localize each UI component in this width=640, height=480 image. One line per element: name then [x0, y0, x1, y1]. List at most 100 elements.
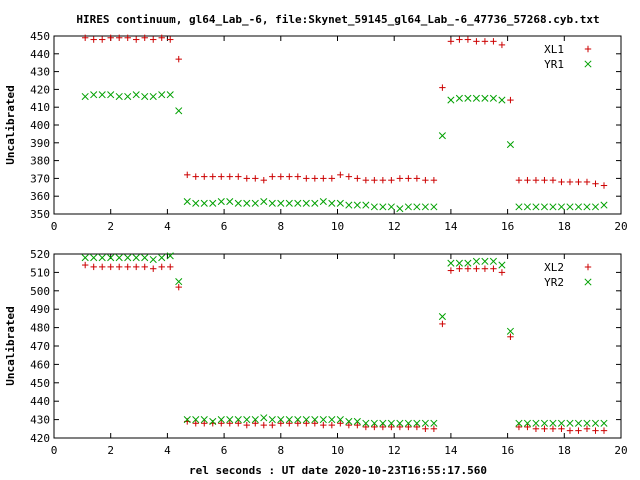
y-tick-label: 430 — [30, 66, 50, 79]
data-point — [506, 141, 514, 149]
y-tick-label: 500 — [30, 285, 50, 298]
legend-marker — [584, 263, 592, 271]
data-point — [90, 91, 98, 99]
data-point — [490, 38, 497, 45]
data-point — [294, 173, 302, 180]
point-stroke — [183, 197, 191, 206]
data-point — [124, 92, 132, 101]
point-stroke — [217, 197, 225, 206]
point-stroke — [549, 203, 557, 211]
data-point — [481, 265, 489, 272]
x-tick-label: 2 — [107, 444, 114, 457]
data-point — [388, 423, 395, 431]
data-point — [149, 255, 157, 264]
data-point — [540, 419, 549, 427]
x-tick-label: 0 — [51, 444, 58, 457]
point-stroke — [90, 91, 98, 99]
data-point — [158, 254, 166, 262]
data-point — [523, 419, 531, 427]
point-stroke — [387, 203, 395, 211]
y-tick-label: 370 — [30, 172, 50, 185]
data-point — [311, 416, 319, 424]
data-point — [549, 203, 557, 211]
data-point — [277, 173, 284, 180]
y-tick-label: 520 — [30, 248, 50, 261]
data-point — [311, 175, 319, 182]
data-point — [362, 419, 370, 427]
point-stroke — [489, 94, 497, 102]
point-stroke — [260, 414, 268, 422]
chart-title: HIRES continuum, gl64_Lab_-6, file:Skyne… — [76, 13, 599, 26]
x-tick-label: 6 — [221, 220, 228, 233]
data-point — [209, 173, 216, 180]
top-panel: 0 2 4 6 8 10 12 14 16 18 20 350 360 370 380 390 400 410 42… — [4, 30, 628, 233]
point-stroke — [311, 199, 319, 207]
data-point — [260, 176, 267, 184]
data-point — [515, 203, 523, 211]
point-stroke — [175, 107, 183, 115]
data-point — [133, 263, 140, 271]
point-stroke — [557, 419, 566, 427]
point-stroke — [124, 92, 132, 101]
data-point — [455, 94, 463, 102]
data-point — [336, 199, 344, 207]
series-xl1 — [81, 34, 608, 189]
data-point — [388, 176, 395, 184]
data-point — [183, 416, 191, 424]
y-tick-label: 380 — [30, 155, 50, 168]
data-point — [192, 420, 199, 427]
point-stroke — [132, 254, 140, 262]
data-point — [575, 178, 582, 186]
x-axis-label: rel seconds : UT date 2020-10-23T16:55:1… — [189, 464, 487, 477]
x-tick-label: 16 — [501, 220, 514, 233]
y-tick-label: 440 — [30, 48, 50, 61]
point-stroke — [353, 201, 361, 209]
data-point — [320, 175, 327, 182]
data-point — [345, 173, 353, 180]
data-point — [167, 263, 174, 271]
data-point — [124, 263, 131, 271]
point-stroke — [200, 416, 208, 424]
data-point — [303, 420, 310, 427]
data-point — [430, 176, 438, 184]
point-stroke — [141, 254, 149, 262]
data-point — [540, 203, 549, 211]
point-stroke — [294, 416, 302, 424]
data-point — [489, 257, 497, 265]
data-point — [345, 421, 353, 429]
point-stroke — [481, 257, 489, 265]
data-point — [404, 203, 412, 211]
data-point — [268, 416, 276, 424]
data-point — [133, 36, 140, 43]
data-point — [591, 203, 600, 211]
data-point — [90, 254, 98, 262]
point-stroke — [472, 257, 480, 265]
y-tick-label: 440 — [30, 395, 50, 408]
data-point — [566, 178, 574, 186]
point-stroke — [413, 419, 421, 427]
data-point — [98, 91, 106, 99]
data-point — [243, 199, 251, 207]
data-point — [345, 417, 353, 425]
data-point — [260, 197, 268, 206]
data-point — [370, 203, 378, 211]
point-stroke — [234, 199, 242, 207]
point-stroke — [396, 419, 404, 427]
data-point — [591, 419, 600, 427]
point-stroke — [549, 419, 557, 427]
point-stroke — [302, 199, 310, 207]
data-point — [107, 263, 114, 271]
point-stroke — [124, 254, 132, 262]
data-point — [566, 203, 574, 211]
data-point — [277, 420, 284, 427]
point-stroke — [362, 419, 370, 427]
data-point — [235, 173, 242, 180]
data-point — [175, 283, 182, 291]
data-point — [524, 423, 531, 431]
data-point — [541, 176, 548, 184]
point-stroke — [209, 417, 217, 425]
point-stroke — [523, 203, 531, 211]
x-tick-label: 4 — [164, 220, 171, 233]
data-point — [269, 421, 276, 429]
data-point — [158, 34, 165, 41]
